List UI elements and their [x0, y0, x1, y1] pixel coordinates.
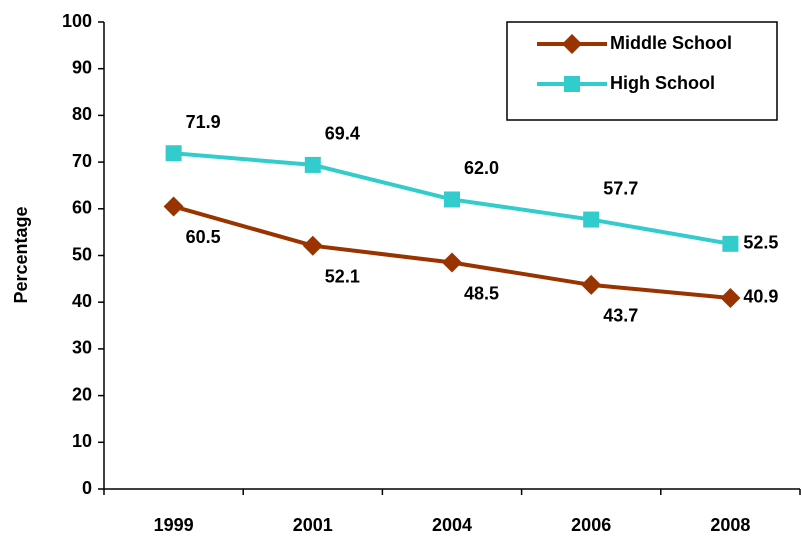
- series-line: [173, 204, 731, 300]
- legend-label: High School: [610, 73, 715, 93]
- x-tick-label: 2004: [432, 515, 472, 535]
- x-tick-label: 2001: [293, 515, 333, 535]
- point: [722, 235, 739, 252]
- data-label: 40.9: [743, 287, 778, 307]
- y-tick-label: 0: [82, 478, 92, 498]
- data-label: 60.5: [186, 227, 221, 247]
- point: [163, 196, 184, 217]
- data-label: 62.0: [464, 158, 499, 178]
- x-tick-label: 1999: [154, 515, 194, 535]
- legend-box: [506, 21, 778, 121]
- y-tick-label: 20: [72, 384, 92, 404]
- data-label: 48.5: [464, 283, 499, 303]
- y-tick-label: 40: [72, 291, 92, 311]
- y-tick-label: 30: [72, 338, 92, 358]
- y-tick-label: 100: [62, 11, 92, 31]
- point: [720, 287, 741, 308]
- data-label: 52.1: [325, 266, 360, 286]
- y-tick-label: 80: [72, 104, 92, 124]
- point: [442, 252, 462, 273]
- point: [444, 191, 460, 208]
- data-label: 71.9: [186, 112, 221, 132]
- point: [562, 34, 582, 54]
- y-tick-label: 60: [72, 198, 92, 218]
- data-label: 43.7: [603, 306, 638, 326]
- point: [302, 235, 323, 256]
- y-axis-label: Percentage: [11, 206, 31, 303]
- x-tick-label: 2008: [710, 515, 750, 535]
- legend-label: Middle School: [610, 33, 732, 53]
- data-label: 52.5: [743, 233, 778, 253]
- y-tick-label: 10: [72, 431, 92, 451]
- point: [564, 76, 580, 92]
- point: [583, 211, 600, 228]
- point: [581, 274, 602, 295]
- y-tick-label: 70: [72, 151, 92, 171]
- point: [304, 156, 321, 173]
- y-tick-label: 90: [72, 57, 92, 77]
- legend: Middle School High School: [506, 21, 778, 121]
- data-label: 69.4: [325, 124, 360, 144]
- point: [165, 145, 182, 162]
- y-tick-label: 50: [72, 244, 92, 264]
- data-label: 57.7: [603, 178, 638, 198]
- x-tick-label: 2006: [571, 515, 611, 535]
